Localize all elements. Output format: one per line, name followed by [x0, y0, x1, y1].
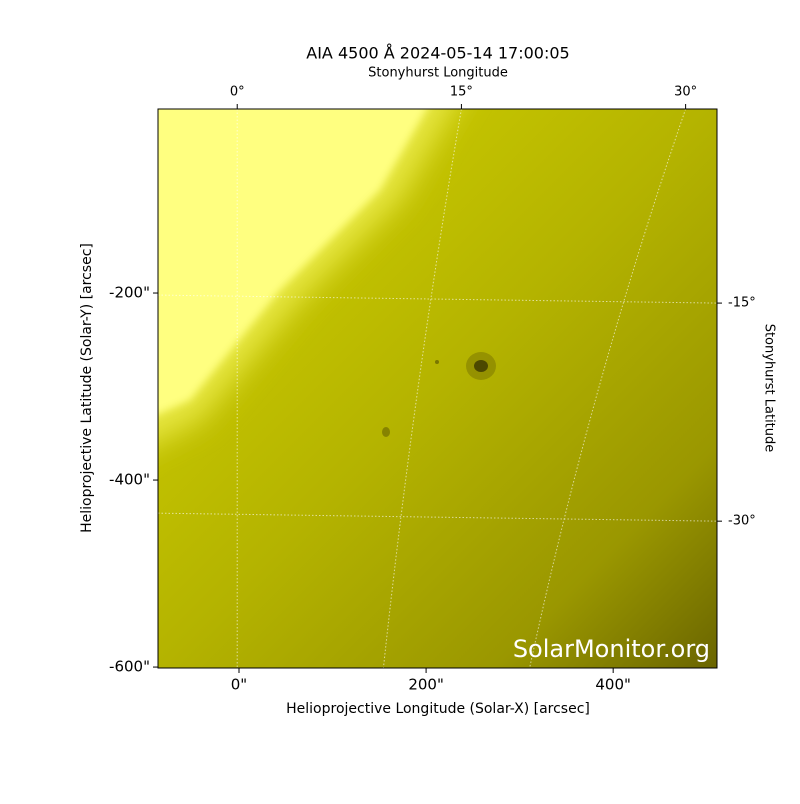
grid-line	[158, 512, 717, 522]
x2-axis-label: Stonyhurst Longitude	[368, 66, 508, 81]
x-tick-label: 400"	[595, 676, 631, 694]
grid-line	[158, 294, 717, 304]
chart-title: AIA 4500 Å 2024-05-14 17:00:05	[306, 44, 569, 63]
x2-tick-label: 15°	[450, 85, 473, 100]
y-axis-label: Helioprojective Latitude (Solar-Y) [arcs…	[79, 243, 95, 533]
x-axis-label: Helioprojective Longitude (Solar-X) [arc…	[286, 701, 590, 717]
y2-axis-label: Stonyhurst Latitude	[762, 324, 777, 453]
solar-image	[158, 109, 717, 668]
y2-tick-label: -15°	[728, 296, 756, 311]
x-tick-label: 0"	[231, 676, 247, 694]
x-tick-label: 200"	[408, 676, 444, 694]
y-tick-label: -200"	[109, 284, 150, 302]
y2-tick-label: -30°	[728, 514, 756, 529]
x2-tick-label: 0°	[230, 85, 245, 100]
y-tick-label: -600"	[109, 658, 150, 676]
x2-tick-label: 30°	[674, 85, 697, 100]
plot-frame	[157, 108, 718, 669]
watermark: SolarMonitor.org	[513, 635, 710, 663]
y-tick-label: -400"	[109, 471, 150, 489]
